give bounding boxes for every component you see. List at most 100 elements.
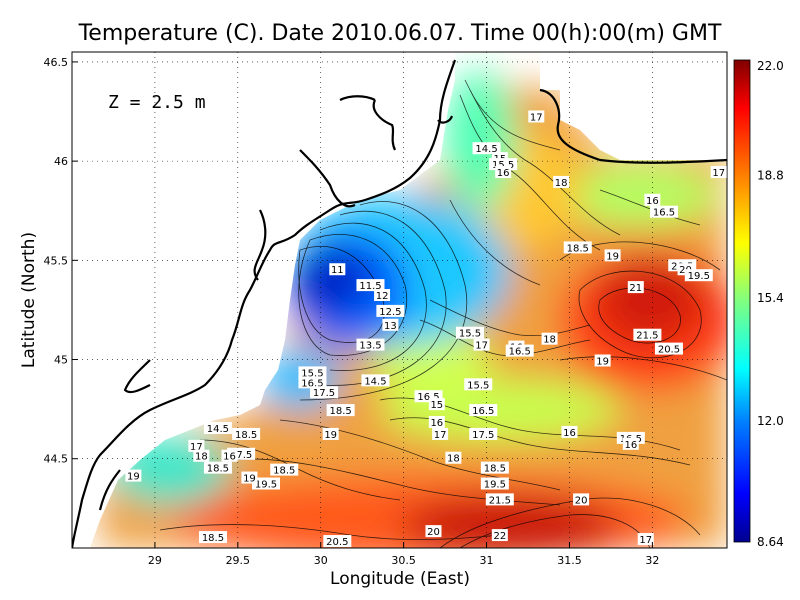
contour-label-text: 18.5 [484, 464, 506, 475]
contour-label-text: 16 [646, 196, 659, 207]
x-tick-label: 31 [480, 554, 494, 567]
contour-label-bg [684, 269, 713, 282]
contour-label-text: 17 [530, 112, 543, 123]
contour-label: 16 [495, 166, 512, 179]
colorbar-tick-label: 8.64 [757, 535, 784, 549]
contour-label-text: 18.5 [330, 406, 352, 417]
contour-label-text: 17.5 [313, 388, 335, 399]
contour-label-bg [188, 439, 205, 452]
colorbar-tick-label: 18.8 [757, 168, 784, 182]
contour-label-bg [594, 354, 611, 367]
contour-label-bg [445, 451, 462, 464]
contour-label-text: 13 [384, 321, 397, 332]
x-tick-label: 30 [314, 554, 328, 567]
contour-label: 12.5 [376, 304, 405, 318]
contour-label-bg [464, 378, 493, 391]
contour-label: 16.5 [469, 404, 498, 417]
contour-label: 15.5 [298, 366, 327, 379]
contour-label: 20 [425, 525, 442, 538]
plot-area [72, 52, 727, 548]
contour-label-text: 16.5 [472, 406, 494, 417]
contour-label-text: 14.5 [207, 424, 229, 435]
contour-label: 17.5 [310, 386, 339, 399]
contour-label-bg [374, 289, 391, 302]
x-tick-label: 29.5 [226, 554, 251, 567]
contour-label-bg [495, 166, 512, 179]
contour-label-bg [428, 416, 445, 429]
colorbar-tick-label: 15.4 [757, 291, 784, 305]
contour-label-bg [573, 493, 590, 506]
contour-label-text: 12 [376, 291, 389, 302]
contour-label-text: 20.5 [326, 537, 348, 548]
contour-label-text: 17 [190, 442, 203, 453]
contour-label-bg [125, 469, 142, 482]
chart-title: Temperature (C). Date 2010.06.07. Time 0… [78, 21, 722, 46]
x-tick-label: 31.5 [557, 554, 582, 567]
contour-label-text: 16 [497, 168, 510, 179]
contour-label: 19 [322, 427, 339, 441]
y-axis-ticks: 46.5 46 45.5 45 44.5 [44, 56, 78, 466]
contour-label-bg [203, 421, 232, 434]
colorbar-gradient [733, 59, 751, 543]
contour-label-bg [198, 531, 227, 544]
contour-labels: 1111.51212.51313.514.51515.516171818.519… [125, 110, 727, 548]
contour-label: 22 [491, 529, 508, 542]
contour-label-text: 18.5 [567, 243, 589, 254]
contour-label-text: 21 [629, 283, 642, 294]
contour-label: 13.5 [356, 338, 385, 352]
contour-label-bg [473, 338, 490, 351]
contour-label: 18.5 [563, 241, 592, 254]
contour-label-text: 19.5 [484, 480, 506, 491]
contour-label: 18.5 [203, 461, 232, 475]
contour-label-text: 16.5 [417, 392, 439, 403]
x-tick-label: 32 [645, 554, 659, 567]
contour-label: 21 [627, 281, 644, 294]
contour-label: 19.5 [684, 269, 713, 282]
y-tick-label: 46 [54, 155, 68, 168]
colorbar: 22.0 18.8 15.4 12.0 8.64 [733, 59, 784, 549]
contour-label-bg [329, 263, 346, 276]
contour-label: 19 [125, 469, 142, 483]
contour-label-text: 20 [427, 527, 440, 538]
contour-label-text: 19 [596, 357, 609, 368]
contour-label-text: 16.5 [301, 378, 323, 389]
contour-label-bg [232, 427, 261, 440]
contour-label-text: 18.5 [235, 430, 257, 441]
contour-label-bg [485, 493, 514, 506]
contour-label-bg [622, 437, 639, 450]
contour-label-bg [480, 477, 509, 490]
contour-label-text: 15.5 [492, 160, 514, 171]
contour-label-bg [323, 535, 352, 548]
contour-label-text: 18 [555, 178, 568, 189]
contour-label-bg [270, 463, 299, 476]
contour-label: 18.5 [232, 427, 261, 441]
contour-label: 18 [553, 175, 570, 189]
contour-label-text: 16.5 [509, 347, 531, 358]
contour-label: 11 [329, 263, 346, 276]
contour-label-bg [541, 332, 558, 345]
contour-label-bg [376, 304, 405, 317]
contour-label-text: 17 [434, 430, 447, 441]
contour-label-text: 19 [243, 474, 256, 485]
colorbar-ticks: 22.0 18.8 15.4 12.0 8.64 [757, 59, 784, 549]
contour-label-bg [563, 241, 592, 254]
contour-label-text: 19 [606, 251, 619, 262]
contour-label-text: 18 [543, 335, 556, 346]
contour-label: 17.5 [469, 427, 498, 441]
contour-label: 16.5 [649, 205, 678, 219]
contour-label-text: 11.5 [359, 281, 381, 292]
contour-label-text: 14.5 [364, 376, 386, 387]
contour-label-bg [298, 366, 327, 379]
contour-label-bg [322, 427, 339, 440]
contour-label-bg [361, 374, 390, 387]
contour-label: 16 [622, 437, 639, 451]
contour-label: 19 [594, 354, 611, 368]
contour-label: 15.5 [455, 326, 484, 340]
contour-label-text: 16 [563, 428, 576, 439]
contour-label-text: 17.5 [230, 450, 252, 461]
contour-label-bg [627, 281, 644, 294]
contour-label: 16 [428, 416, 445, 429]
y-tick-label: 46.5 [44, 56, 69, 69]
contour-label: 20 [573, 493, 590, 506]
